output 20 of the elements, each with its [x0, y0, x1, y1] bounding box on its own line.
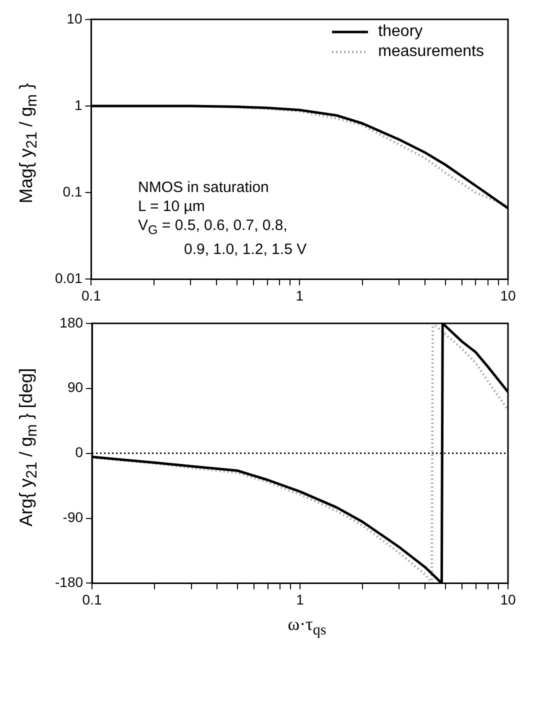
y-tick-label: 0.01 [55, 270, 82, 286]
y-tick-label: 10 [66, 10, 82, 26]
annotation: L = 10 µm [138, 197, 206, 216]
annotation: NMOS in saturation [138, 178, 270, 197]
y-tick-label: 1 [74, 96, 82, 113]
legend-label: theory [378, 22, 423, 42]
y-tick-label: 0 [75, 444, 84, 460]
x-tick-label: 1 [296, 287, 304, 304]
x-tick-label: 1 [296, 591, 304, 608]
y-tick-label: -90 [62, 509, 84, 526]
annotation: V$_{G}$ = 0.5, 0.6, 0.7, 0.8, [138, 216, 288, 239]
x-axis-title: ω·τ$_{qs}$ [286, 614, 328, 640]
x-tick-label: 10 [500, 591, 516, 608]
x-tick-label: 10 [500, 287, 516, 304]
y-tick-label: 0.1 [62, 183, 82, 200]
y-tick-label: 90 [67, 379, 84, 396]
y-tick-label: 180 [60, 314, 84, 330]
y-tick-label: -180 [54, 574, 84, 590]
legend-label: measurements [378, 42, 484, 62]
annotation: 0.9, 1.0, 1.2, 1.5 V [183, 240, 307, 259]
